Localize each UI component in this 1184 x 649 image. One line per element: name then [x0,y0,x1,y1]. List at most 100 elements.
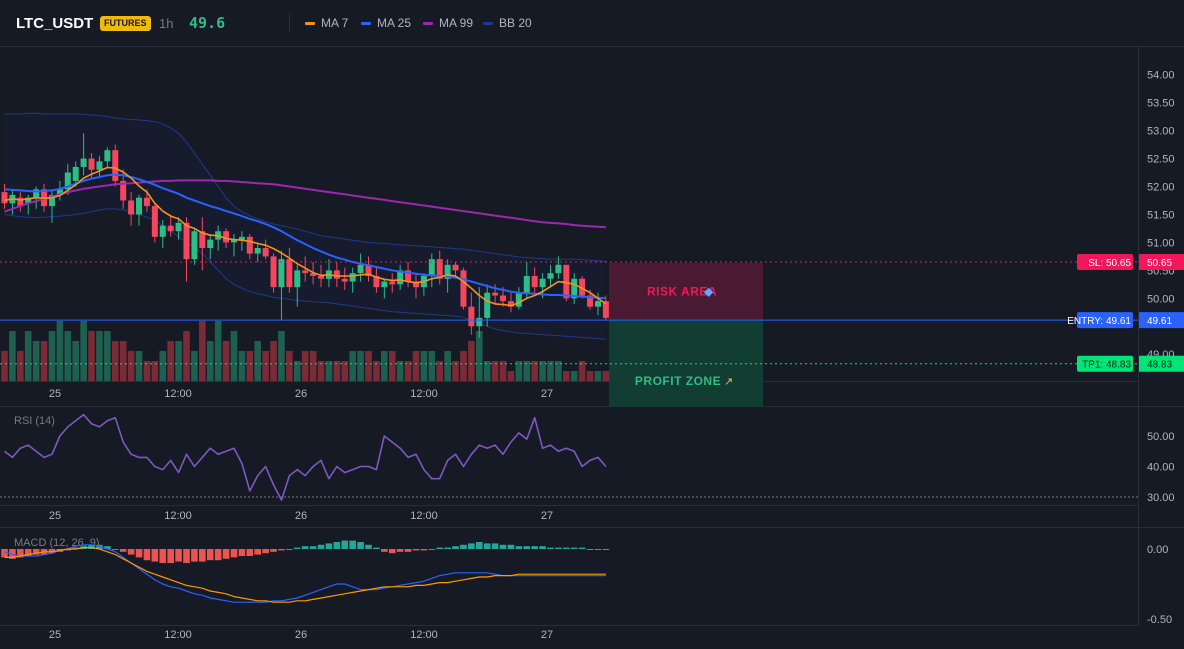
candle-body[interactable] [17,197,24,207]
candle-body[interactable] [412,281,419,288]
candle-body[interactable] [143,197,150,207]
candle-body[interactable] [167,225,174,232]
candle-body[interactable] [175,222,182,232]
legend-bb20[interactable]: BB 20 [483,16,532,30]
candle-body[interactable] [444,264,451,279]
candle-body[interactable] [500,295,507,302]
candle-body[interactable] [341,278,348,282]
candle-body[interactable] [555,264,562,274]
legend-ma25[interactable]: MA 25 [361,16,411,30]
candle-body[interactable] [365,264,372,276]
candle-body[interactable] [294,270,301,288]
candle-body[interactable] [531,275,538,288]
candle-body[interactable] [254,248,261,254]
candle-body[interactable] [571,278,578,299]
candle-body[interactable] [547,273,554,279]
candle-body[interactable] [436,259,443,279]
candle-body[interactable] [349,273,356,282]
candle-body[interactable] [594,301,601,307]
rsi-tick-label: 30.00 [1147,492,1175,504]
volume-bar [214,321,222,381]
candle-body[interactable] [96,161,103,170]
candle-body[interactable] [286,259,293,288]
candle-body[interactable] [56,189,63,195]
candle-body[interactable] [278,259,285,288]
volume-bar [570,371,578,381]
candle-body[interactable] [33,189,40,198]
take-profit-tag[interactable] [1077,355,1133,372]
legend-ma7[interactable]: MA 7 [305,16,348,30]
candle-body[interactable] [397,270,404,285]
candle-body[interactable] [104,150,111,162]
macd-tick-label: 0.00 [1147,544,1168,556]
candle-body[interactable] [507,301,514,307]
candle-body[interactable] [136,197,143,215]
candle-body[interactable] [587,295,594,307]
candle-body[interactable] [468,306,475,327]
volume-bar [341,361,349,381]
price-tick-label: 52.00 [1147,182,1175,194]
candle-body[interactable] [48,194,55,207]
candle-body[interactable] [523,275,530,293]
candle-body[interactable] [72,166,79,181]
candle-body[interactable] [207,239,214,249]
candle-body[interactable] [270,256,277,288]
candle-body[interactable] [381,281,388,288]
stop-loss-tag[interactable] [1077,253,1133,270]
candle-body[interactable] [238,236,245,240]
macd-histogram-bar [586,549,594,550]
macd-histogram-bar [238,549,246,556]
symbol-name[interactable]: LTC_USDT [16,15,94,32]
volume-bar [325,361,333,381]
candle-body[interactable] [112,150,119,181]
candle-body[interactable] [262,248,269,257]
candle-body[interactable] [159,225,166,237]
macd-histogram-bar [468,543,475,549]
candle-body[interactable] [80,158,87,167]
volume-bar [167,341,174,381]
candle-body[interactable] [389,281,396,285]
candle-body[interactable] [602,301,609,318]
candle-body[interactable] [333,270,340,279]
candle-body[interactable] [302,270,309,274]
candle-body[interactable] [428,259,435,276]
entry-tag[interactable] [1077,312,1133,329]
candle-body[interactable] [230,239,237,243]
candle-body[interactable] [515,292,522,307]
candle-body[interactable] [183,222,190,260]
macd-histogram-bar [341,540,349,549]
volume-bar [436,361,444,381]
candle-body[interactable] [1,192,8,204]
candle-body[interactable] [563,264,570,299]
candle-body[interactable] [128,200,135,215]
candle-body[interactable] [539,278,546,288]
bb-lower-line [4,208,606,340]
candle-body[interactable] [476,317,483,327]
candle-body[interactable] [452,264,459,271]
candle-body[interactable] [191,231,198,260]
volume-bar [254,341,262,381]
candle-body[interactable] [579,278,586,296]
candle-body[interactable] [223,231,230,243]
candle-body[interactable] [120,180,127,201]
candle-body[interactable] [199,231,206,249]
candle-body[interactable] [492,292,499,296]
candle-body[interactable] [484,292,491,318]
timeframe-selector[interactable]: 1h [159,16,174,31]
candle-body[interactable] [246,236,253,254]
candle-body[interactable] [151,206,158,237]
candle-body[interactable] [357,264,364,274]
volume-bar [40,341,48,381]
macd-histogram-bar [499,544,507,549]
legend-ma99[interactable]: MA 99 [423,16,473,30]
candle-body[interactable] [405,270,412,282]
candle-body[interactable] [25,197,32,204]
candle-body[interactable] [310,273,317,276]
candle-body[interactable] [88,158,95,170]
candle-body[interactable] [460,270,467,307]
candle-body[interactable] [373,275,380,288]
candle-body[interactable] [64,172,71,190]
candle-body[interactable] [318,275,325,279]
macd-histogram-bar [246,549,254,556]
